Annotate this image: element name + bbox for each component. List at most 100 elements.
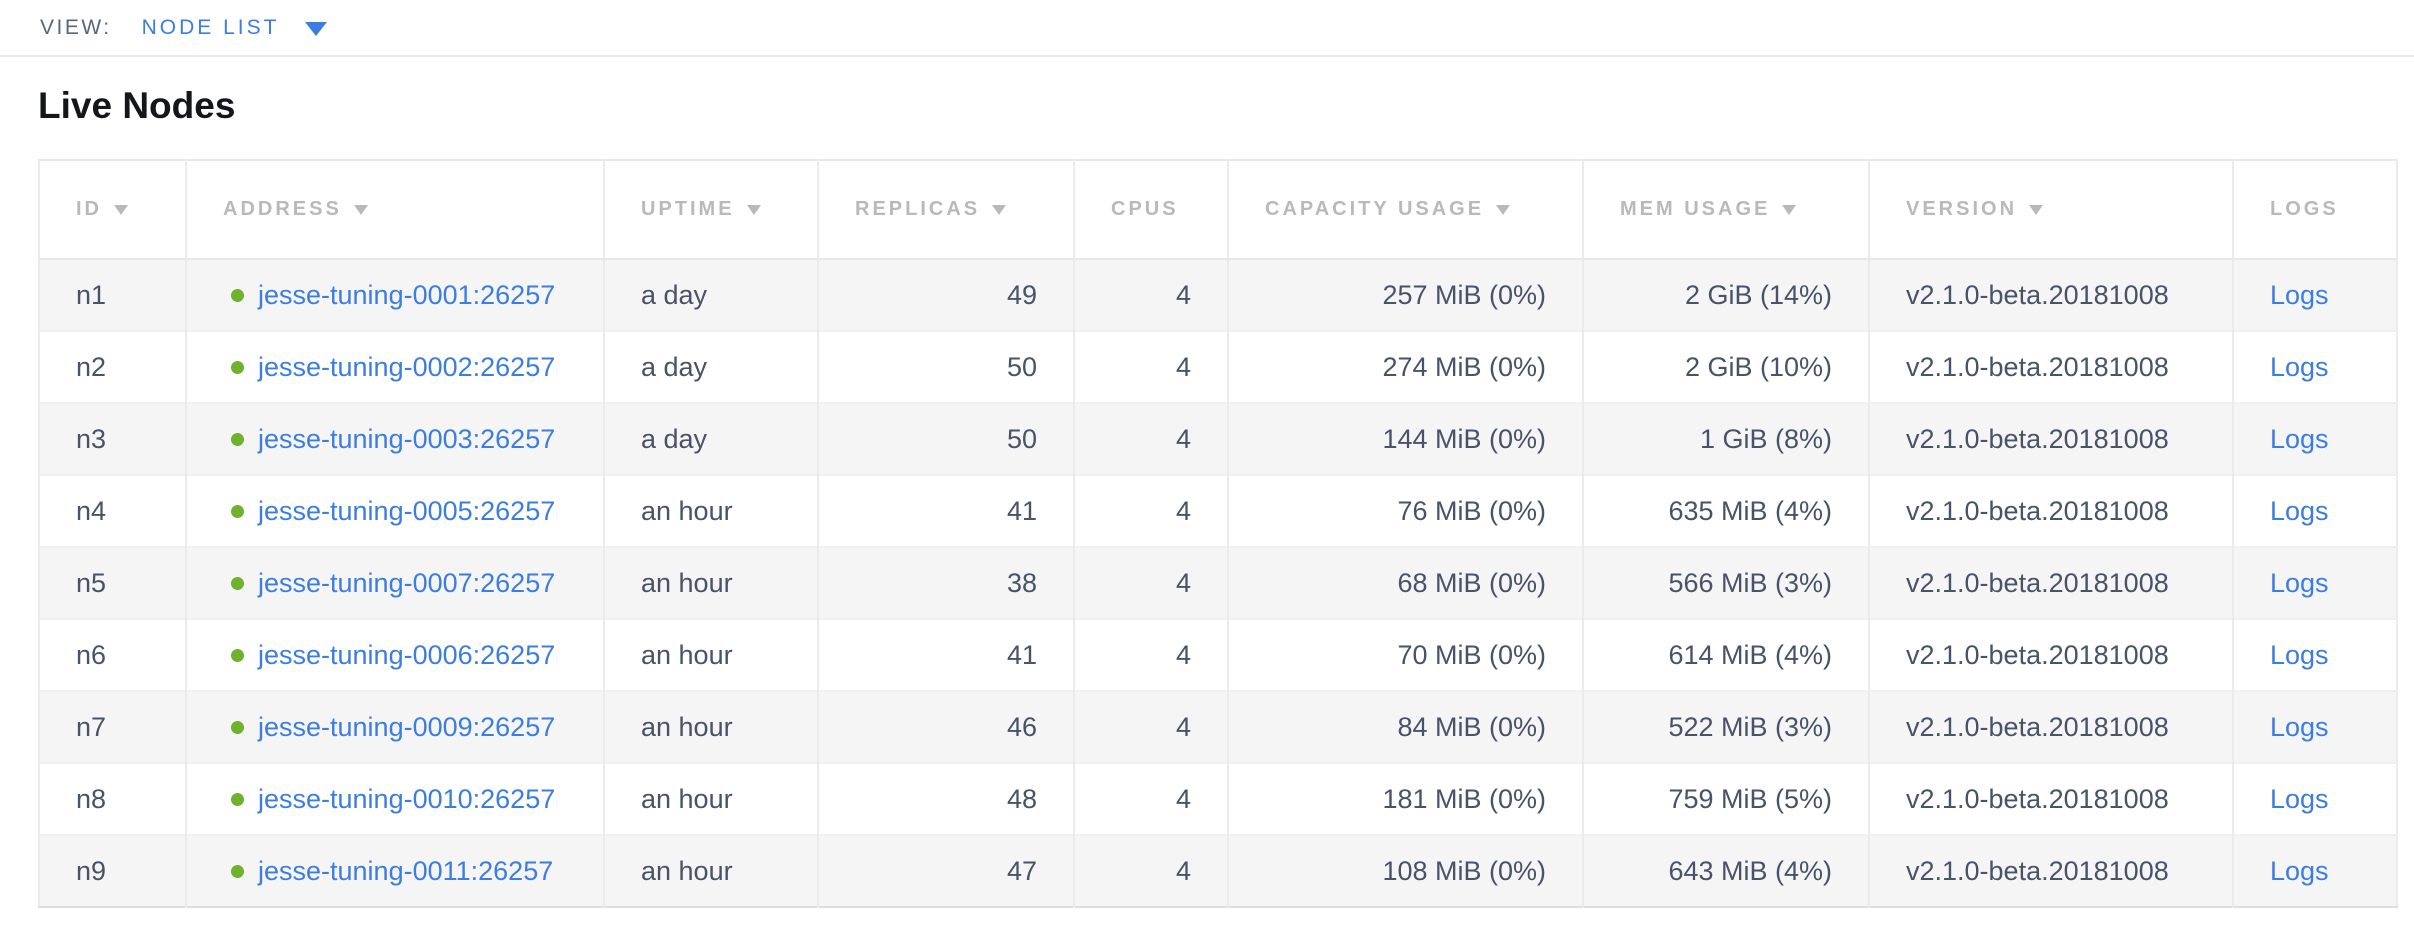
node-id-cell: n4 bbox=[39, 474, 186, 547]
node-replicas-cell: 47 bbox=[817, 834, 1074, 907]
column-header-version[interactable]: VERSION bbox=[1868, 160, 2233, 260]
node-cpus-cell: 4 bbox=[1073, 402, 1228, 475]
sort-arrow-icon bbox=[353, 205, 368, 215]
node-capacity-usage: 108 MiB (0%) bbox=[1382, 855, 1546, 886]
node-cpus: 4 bbox=[1175, 351, 1191, 382]
node-version-cell: v2.1.0-beta.20181008 bbox=[1868, 402, 2233, 475]
column-header-label: UPTIME bbox=[641, 198, 735, 220]
node-mem-usage-cell: 635 MiB (4%) bbox=[1582, 474, 1869, 547]
node-logs-link[interactable]: Logs bbox=[2270, 783, 2329, 814]
node-replicas-cell: 48 bbox=[817, 762, 1074, 835]
live-nodes-table-body: n1 jesse-tuning-0001:26257 a day 49 4 25… bbox=[39, 259, 2397, 907]
node-uptime-cell: an hour bbox=[603, 546, 818, 619]
live-status-icon bbox=[231, 576, 244, 590]
node-logs-cell: Logs bbox=[2232, 474, 2397, 547]
live-status-icon bbox=[231, 360, 244, 374]
node-uptime: an hour bbox=[641, 855, 733, 886]
table-row: n5 jesse-tuning-0007:26257 an hour 38 4 … bbox=[39, 546, 2397, 619]
node-replicas: 38 bbox=[1006, 567, 1037, 598]
column-header-mem-usage[interactable]: MEM USAGE bbox=[1582, 160, 1869, 260]
node-replicas: 41 bbox=[1006, 495, 1037, 526]
node-uptime: an hour bbox=[641, 495, 733, 526]
node-capacity-usage-cell: 257 MiB (0%) bbox=[1227, 259, 1583, 331]
node-version-cell: v2.1.0-beta.20181008 bbox=[1868, 474, 2233, 547]
node-mem-usage: 2 GiB (10%) bbox=[1684, 351, 1832, 382]
node-capacity-usage-cell: 76 MiB (0%) bbox=[1227, 474, 1583, 547]
node-id: n3 bbox=[76, 423, 107, 454]
node-logs-link[interactable]: Logs bbox=[2270, 351, 2329, 382]
column-header-replicas[interactable]: REPLICAS bbox=[817, 160, 1074, 260]
column-header-id[interactable]: ID bbox=[39, 160, 186, 260]
node-id-cell: n1 bbox=[39, 259, 186, 331]
table-row: n6 jesse-tuning-0006:26257 an hour 41 4 … bbox=[39, 618, 2397, 691]
node-version-cell: v2.1.0-beta.20181008 bbox=[1868, 546, 2233, 619]
live-status-icon bbox=[231, 792, 244, 806]
node-capacity-usage: 76 MiB (0%) bbox=[1397, 495, 1546, 526]
node-version: v2.1.0-beta.20181008 bbox=[1906, 279, 2169, 310]
node-logs-cell: Logs bbox=[2232, 546, 2397, 619]
node-logs-link[interactable]: Logs bbox=[2270, 279, 2329, 310]
sort-arrow-icon bbox=[992, 205, 1007, 215]
sort-arrow-icon bbox=[1496, 205, 1511, 215]
column-header-label: CAPACITY USAGE bbox=[1265, 198, 1485, 220]
node-version-cell: v2.1.0-beta.20181008 bbox=[1868, 834, 2233, 907]
node-capacity-usage-cell: 181 MiB (0%) bbox=[1227, 762, 1583, 835]
node-id-cell: n9 bbox=[39, 834, 186, 907]
node-logs-link[interactable]: Logs bbox=[2270, 639, 2329, 670]
node-id-cell: n5 bbox=[39, 546, 186, 619]
node-version-cell: v2.1.0-beta.20181008 bbox=[1868, 618, 2233, 691]
node-replicas: 49 bbox=[1006, 279, 1037, 310]
node-uptime-cell: an hour bbox=[603, 474, 818, 547]
node-address-link[interactable]: jesse-tuning-0007:26257 bbox=[258, 567, 556, 598]
node-address-link[interactable]: jesse-tuning-0006:26257 bbox=[258, 639, 556, 670]
node-mem-usage: 759 MiB (5%) bbox=[1668, 783, 1832, 814]
node-address-link[interactable]: jesse-tuning-0005:26257 bbox=[258, 495, 556, 526]
node-address-link[interactable]: jesse-tuning-0002:26257 bbox=[258, 351, 556, 382]
node-mem-usage-cell: 1 GiB (8%) bbox=[1582, 402, 1869, 475]
node-logs-link[interactable]: Logs bbox=[2270, 423, 2329, 454]
node-address-link[interactable]: jesse-tuning-0003:26257 bbox=[258, 423, 556, 454]
node-replicas: 48 bbox=[1006, 783, 1037, 814]
column-header-address[interactable]: ADDRESS bbox=[185, 160, 604, 260]
node-id-cell: n8 bbox=[39, 762, 186, 835]
node-address-link[interactable]: jesse-tuning-0011:26257 bbox=[258, 855, 554, 886]
node-uptime-cell: a day bbox=[603, 259, 818, 331]
live-status-icon bbox=[231, 432, 244, 446]
node-uptime-cell: an hour bbox=[603, 762, 818, 835]
page-title: Live Nodes bbox=[38, 85, 236, 126]
node-version-cell: v2.1.0-beta.20181008 bbox=[1868, 690, 2233, 763]
node-capacity-usage-cell: 70 MiB (0%) bbox=[1227, 618, 1583, 691]
live-status-icon bbox=[231, 720, 244, 734]
node-version: v2.1.0-beta.20181008 bbox=[1906, 567, 2169, 598]
view-label: VIEW: bbox=[40, 15, 112, 39]
node-logs-link[interactable]: Logs bbox=[2270, 567, 2329, 598]
node-capacity-usage: 144 MiB (0%) bbox=[1382, 423, 1546, 454]
node-uptime: a day bbox=[641, 351, 708, 382]
table-row: n3 jesse-tuning-0003:26257 a day 50 4 14… bbox=[39, 402, 2397, 475]
node-address-cell: jesse-tuning-0001:26257 bbox=[185, 259, 604, 331]
node-replicas-cell: 46 bbox=[817, 690, 1074, 763]
node-logs-link[interactable]: Logs bbox=[2270, 711, 2329, 742]
column-header-capacity-usage[interactable]: CAPACITY USAGE bbox=[1227, 160, 1583, 260]
node-version-cell: v2.1.0-beta.20181008 bbox=[1868, 259, 2233, 331]
node-logs-link[interactable]: Logs bbox=[2270, 495, 2329, 526]
sort-arrow-icon bbox=[1782, 205, 1797, 215]
view-selector-dropdown[interactable]: NODE LIST bbox=[142, 16, 328, 40]
node-logs-cell: Logs bbox=[2232, 618, 2397, 691]
column-header-uptime[interactable]: UPTIME bbox=[603, 160, 818, 260]
node-id-cell: n3 bbox=[39, 402, 186, 475]
view-bar: VIEW: NODE LIST bbox=[0, 0, 2414, 57]
live-status-icon bbox=[231, 648, 244, 662]
node-address-link[interactable]: jesse-tuning-0010:26257 bbox=[258, 783, 556, 814]
node-cpus-cell: 4 bbox=[1073, 690, 1228, 763]
node-version: v2.1.0-beta.20181008 bbox=[1906, 351, 2169, 382]
node-cpus: 4 bbox=[1175, 639, 1191, 670]
caret-down-icon bbox=[305, 22, 328, 36]
node-uptime: an hour bbox=[641, 639, 733, 670]
node-address-link[interactable]: jesse-tuning-0009:26257 bbox=[258, 711, 556, 742]
node-logs-link[interactable]: Logs bbox=[2270, 855, 2329, 886]
node-capacity-usage-cell: 84 MiB (0%) bbox=[1227, 690, 1583, 763]
node-address-cell: jesse-tuning-0011:26257 bbox=[185, 834, 604, 907]
node-uptime-cell: an hour bbox=[603, 618, 818, 691]
node-address-link[interactable]: jesse-tuning-0001:26257 bbox=[258, 279, 556, 310]
